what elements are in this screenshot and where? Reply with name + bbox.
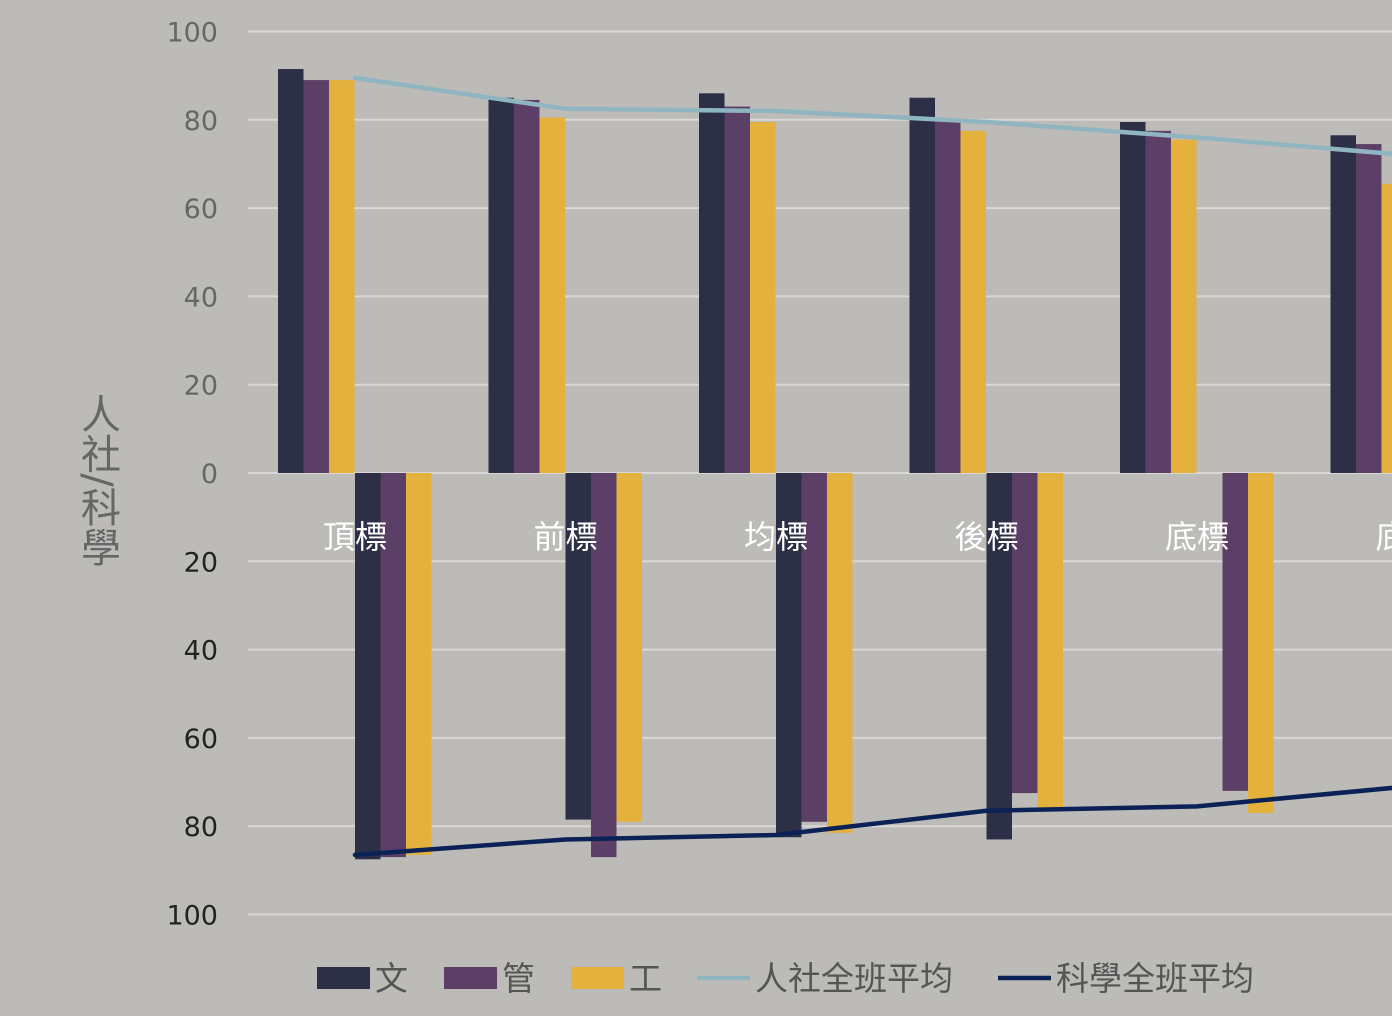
y-axis-label: 人社/科學 — [74, 393, 120, 566]
bar-upper-文-3 — [909, 97, 935, 473]
bar-lower-工-1 — [616, 473, 642, 822]
bar-upper-文-1 — [488, 97, 514, 473]
average-lines — [352, 75, 1392, 858]
tick-label-upper: 60 — [184, 194, 218, 225]
category-label: 均標 — [744, 518, 808, 556]
tick-label-lower: 100 — [166, 901, 218, 932]
bar-lower-工-0 — [406, 473, 432, 855]
legend-label-工: 工 — [629, 959, 662, 998]
bar-upper-文-4 — [1120, 122, 1146, 473]
legend-swatch-文 — [317, 967, 370, 989]
category-label: 後標 — [954, 518, 1018, 556]
line-人社全班平均 — [352, 75, 1392, 157]
bar-lower-管-4 — [1222, 473, 1248, 791]
tick-label-upper: 100 — [166, 18, 218, 49]
legend-label-管: 管 — [502, 959, 535, 998]
bar-upper-工-0 — [329, 80, 355, 473]
bar-upper-工-5 — [1381, 183, 1392, 473]
tick-label-upper: 40 — [184, 282, 218, 313]
legend: 文 管 工 人社全班平均 科學全班平均 — [317, 959, 1254, 998]
category-label: 底標 — [1375, 518, 1392, 556]
bar-lower-文-3 — [986, 473, 1012, 840]
bar-upper-工-1 — [539, 117, 565, 473]
bar-lower-管-2 — [801, 473, 827, 822]
tick-label-upper: 0 — [201, 459, 218, 490]
legend-swatch-管 — [444, 967, 497, 989]
bar-upper-管-2 — [724, 106, 750, 474]
bar-upper-管-5 — [1356, 144, 1382, 473]
legend-label-科學全班平均: 科學全班平均 — [1056, 959, 1254, 998]
y-axis-ticks: 0 20 40 60 80 100 20 40 60 80 100 — [166, 18, 218, 932]
bar-upper-管-4 — [1145, 130, 1171, 473]
legend-swatch-工 — [571, 967, 624, 989]
bar-upper-管-0 — [303, 80, 329, 473]
tick-label-upper: 80 — [184, 106, 218, 137]
bar-upper-工-2 — [750, 122, 776, 473]
tick-label-lower: 80 — [184, 812, 218, 843]
line-科學全班平均 — [352, 785, 1392, 858]
tick-label-lower: 40 — [184, 636, 218, 667]
bar-upper-文-0 — [278, 69, 304, 473]
bar-lower-文-2 — [776, 473, 802, 838]
tick-label-lower: 60 — [184, 724, 218, 755]
bar-upper-工-4 — [1171, 139, 1197, 474]
bar-lower-文-0 — [355, 473, 381, 860]
bar-lower-管-1 — [591, 473, 617, 858]
bar-lower-管-0 — [380, 473, 406, 858]
category-label: 前標 — [533, 518, 597, 556]
category-labels: 頂標 前標 均標 後標 底標 底標 — [323, 518, 1392, 556]
bar-upper-文-2 — [699, 93, 725, 473]
category-label: 底標 — [1165, 518, 1229, 556]
bar-lower-工-3 — [1037, 473, 1063, 809]
bar-lower-工-2 — [827, 473, 853, 833]
bar-upper-工-3 — [960, 130, 986, 473]
tick-label-lower: 20 — [184, 547, 218, 578]
category-label: 頂標 — [323, 518, 387, 556]
bar-lower-文-1 — [565, 473, 591, 820]
bar-lower-工-4 — [1248, 473, 1274, 813]
bar-upper-管-3 — [935, 119, 961, 474]
tick-label-upper: 20 — [184, 371, 218, 402]
bars — [278, 69, 1392, 860]
legend-label-人社全班平均: 人社全班平均 — [755, 959, 953, 998]
bar-upper-管-1 — [514, 99, 540, 474]
legend-label-文: 文 — [375, 959, 408, 998]
bar-lower-管-3 — [1012, 473, 1038, 794]
bar-upper-文-5 — [1330, 135, 1356, 473]
